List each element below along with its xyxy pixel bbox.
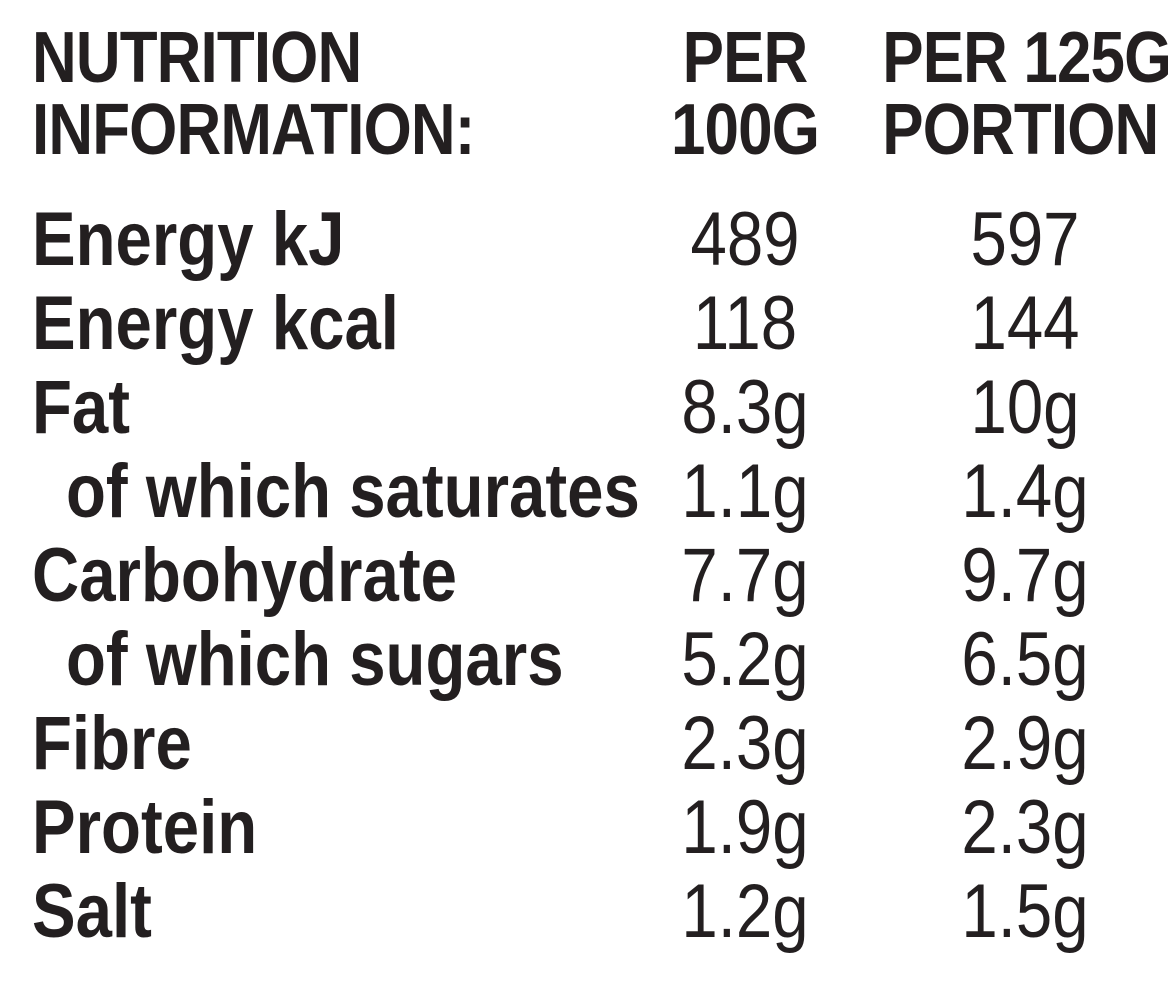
- value-per-100g: 1.9g: [681, 785, 809, 870]
- table-row-protein: Protein 1.9g 2.3g: [0, 786, 1168, 870]
- value-per-100g: 118: [692, 281, 798, 366]
- value-per-portion: 2.9g: [961, 701, 1089, 786]
- title-line-2: INFORMATION:: [32, 90, 475, 170]
- table-row-saturates: of which saturates 1.1g 1.4g: [0, 450, 1168, 534]
- column-header-per-100g-line-2: 100G: [670, 90, 820, 170]
- row-label: Fat: [32, 365, 131, 450]
- row-label: Energy kcal: [32, 281, 399, 366]
- table-row-salt: Salt 1.2g 1.5g: [0, 870, 1168, 954]
- value-per-portion: 144: [970, 281, 1080, 366]
- row-label: of which sugars: [66, 617, 564, 702]
- value-per-100g: 1.1g: [681, 449, 809, 534]
- column-header-per-100g: PER 100G: [655, 22, 836, 166]
- column-header-per-portion-line-1: PER 125G: [882, 18, 1168, 98]
- value-per-portion: 10g: [970, 365, 1080, 450]
- value-per-portion: 597: [970, 197, 1080, 282]
- row-label: Carbohydrate: [32, 533, 457, 618]
- table-row-energy-kcal: Energy kcal 118 144: [0, 282, 1168, 366]
- value-per-portion: 9.7g: [961, 533, 1089, 618]
- value-per-portion: 1.5g: [961, 869, 1089, 954]
- value-per-100g: 7.7g: [681, 533, 809, 618]
- table-row-carbohydrate: Carbohydrate 7.7g 9.7g: [0, 534, 1168, 618]
- table-row-energy-kj: Energy kJ 489 597: [0, 198, 1168, 282]
- row-label: Salt: [32, 869, 152, 954]
- value-per-100g: 1.2g: [681, 869, 809, 954]
- column-header-per-portion-line-2: PORTION: [882, 90, 1159, 170]
- row-label: Protein: [32, 785, 258, 870]
- value-per-100g: 8.3g: [681, 365, 809, 450]
- column-header-per-portion: PER 125G PORTION: [882, 18, 1168, 170]
- nutrition-table-body: Energy kJ 489 597 Energy kcal 118 144 Fa…: [0, 198, 1168, 954]
- row-label: Energy kJ: [32, 197, 345, 282]
- table-row-fat: Fat 8.3g 10g: [0, 366, 1168, 450]
- column-header-per-100g-line-1: PER: [682, 18, 809, 98]
- table-row-sugars: of which sugars 5.2g 6.5g: [0, 618, 1168, 702]
- table-row-fibre: Fibre 2.3g 2.9g: [0, 702, 1168, 786]
- value-per-100g: 489: [690, 197, 800, 282]
- value-per-100g: 5.2g: [681, 617, 809, 702]
- value-per-portion: 2.3g: [961, 785, 1089, 870]
- row-label: of which saturates: [66, 449, 640, 534]
- table-title: NUTRITION INFORMATION:: [32, 22, 475, 166]
- value-per-portion: 1.4g: [961, 449, 1089, 534]
- value-per-100g: 2.3g: [681, 701, 809, 786]
- title-line-1: NUTRITION: [32, 18, 362, 98]
- value-per-portion: 6.5g: [961, 617, 1089, 702]
- row-label: Fibre: [32, 701, 192, 786]
